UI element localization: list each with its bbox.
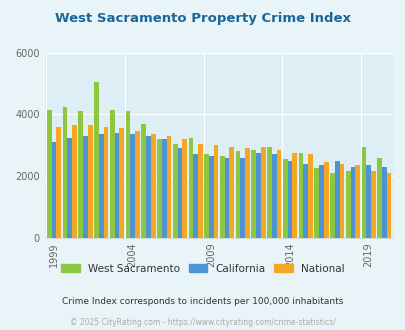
Bar bbox=[365, 165, 370, 238]
Text: © 2025 CityRating.com - https://www.cityrating.com/crime-statistics/: © 2025 CityRating.com - https://www.city… bbox=[70, 318, 335, 327]
Bar bbox=[173, 144, 177, 238]
Bar bbox=[220, 156, 224, 238]
Bar bbox=[204, 154, 209, 238]
Text: West Sacramento Property Crime Index: West Sacramento Property Crime Index bbox=[55, 12, 350, 24]
Bar bbox=[271, 154, 276, 238]
Bar bbox=[67, 138, 72, 238]
Bar bbox=[110, 110, 114, 238]
Bar bbox=[345, 171, 350, 238]
Bar bbox=[188, 138, 193, 238]
Bar bbox=[150, 134, 155, 238]
Bar bbox=[260, 147, 265, 238]
Bar bbox=[303, 164, 307, 238]
Bar bbox=[287, 161, 292, 238]
Bar bbox=[282, 159, 287, 238]
Bar bbox=[339, 164, 343, 238]
Bar bbox=[240, 157, 245, 238]
Bar bbox=[94, 82, 99, 238]
Bar bbox=[313, 168, 318, 238]
Bar bbox=[266, 147, 271, 238]
Bar bbox=[126, 111, 130, 238]
Bar bbox=[298, 153, 303, 238]
Bar bbox=[276, 150, 281, 238]
Bar bbox=[141, 124, 146, 238]
Bar bbox=[251, 150, 256, 238]
Bar bbox=[370, 171, 375, 238]
Bar bbox=[350, 167, 354, 238]
Bar bbox=[130, 134, 135, 238]
Bar bbox=[329, 173, 334, 238]
Bar bbox=[182, 139, 187, 238]
Bar bbox=[177, 148, 182, 238]
Bar bbox=[307, 154, 312, 238]
Bar bbox=[381, 167, 386, 238]
Text: Crime Index corresponds to incidents per 100,000 inhabitants: Crime Index corresponds to incidents per… bbox=[62, 297, 343, 306]
Bar bbox=[56, 127, 61, 238]
Bar bbox=[386, 173, 390, 238]
Bar bbox=[292, 153, 296, 238]
Bar bbox=[334, 161, 339, 238]
Bar bbox=[78, 111, 83, 238]
Bar bbox=[83, 136, 88, 238]
Bar bbox=[47, 110, 51, 238]
Bar bbox=[157, 139, 162, 238]
Bar bbox=[146, 136, 150, 238]
Bar bbox=[162, 139, 166, 238]
Bar bbox=[213, 145, 218, 238]
Bar bbox=[235, 151, 240, 238]
Bar bbox=[198, 144, 202, 238]
Bar bbox=[63, 107, 67, 238]
Bar bbox=[135, 131, 139, 238]
Bar bbox=[376, 157, 381, 238]
Bar bbox=[256, 153, 260, 238]
Bar bbox=[354, 165, 359, 238]
Bar bbox=[103, 127, 108, 238]
Legend: West Sacramento, California, National: West Sacramento, California, National bbox=[61, 264, 344, 274]
Bar bbox=[72, 125, 77, 238]
Bar bbox=[88, 125, 92, 238]
Bar bbox=[318, 165, 323, 238]
Bar bbox=[209, 156, 213, 238]
Bar bbox=[229, 147, 234, 238]
Bar bbox=[51, 142, 56, 238]
Bar bbox=[323, 162, 328, 238]
Bar bbox=[193, 154, 198, 238]
Bar bbox=[245, 148, 249, 238]
Bar bbox=[99, 134, 103, 238]
Bar bbox=[119, 128, 124, 238]
Bar bbox=[114, 133, 119, 238]
Bar bbox=[361, 147, 365, 238]
Bar bbox=[224, 157, 229, 238]
Bar bbox=[166, 136, 171, 238]
